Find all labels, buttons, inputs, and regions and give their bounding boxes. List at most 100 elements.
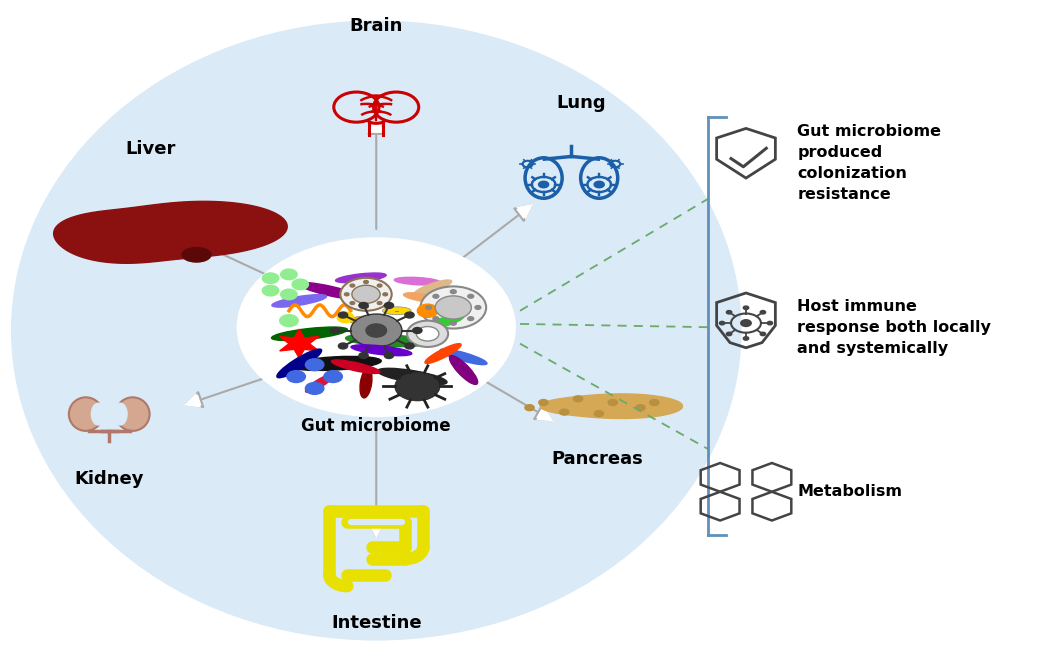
Circle shape bbox=[761, 311, 766, 314]
Circle shape bbox=[420, 286, 487, 329]
Circle shape bbox=[263, 286, 279, 296]
Ellipse shape bbox=[382, 307, 412, 315]
Circle shape bbox=[767, 321, 772, 325]
Circle shape bbox=[330, 328, 340, 333]
Circle shape bbox=[305, 383, 324, 395]
Circle shape bbox=[279, 315, 298, 327]
Ellipse shape bbox=[272, 295, 326, 307]
Circle shape bbox=[468, 317, 474, 321]
Circle shape bbox=[407, 321, 448, 347]
Circle shape bbox=[609, 399, 617, 405]
Text: Liver: Liver bbox=[125, 141, 175, 159]
Ellipse shape bbox=[92, 403, 105, 425]
Circle shape bbox=[377, 284, 382, 287]
Circle shape bbox=[417, 327, 439, 341]
Circle shape bbox=[539, 181, 549, 188]
Circle shape bbox=[594, 181, 604, 188]
Ellipse shape bbox=[394, 278, 441, 285]
Polygon shape bbox=[53, 202, 288, 263]
Ellipse shape bbox=[272, 327, 347, 340]
Text: Intestine: Intestine bbox=[331, 615, 422, 633]
Circle shape bbox=[650, 399, 659, 405]
Circle shape bbox=[350, 301, 354, 305]
Circle shape bbox=[743, 336, 749, 340]
Text: Brain: Brain bbox=[349, 17, 403, 36]
Circle shape bbox=[263, 273, 279, 284]
Text: Metabolism: Metabolism bbox=[797, 485, 902, 499]
Circle shape bbox=[384, 303, 394, 309]
Circle shape bbox=[418, 304, 438, 317]
Ellipse shape bbox=[349, 316, 382, 325]
Ellipse shape bbox=[377, 368, 447, 385]
Circle shape bbox=[560, 409, 569, 415]
Circle shape bbox=[350, 284, 354, 287]
Circle shape bbox=[364, 280, 368, 284]
Circle shape bbox=[339, 312, 348, 318]
Circle shape bbox=[287, 371, 305, 383]
Circle shape bbox=[345, 293, 349, 295]
Circle shape bbox=[350, 314, 402, 347]
Circle shape bbox=[413, 328, 422, 333]
Circle shape bbox=[280, 269, 297, 280]
Text: Kidney: Kidney bbox=[74, 469, 144, 488]
Circle shape bbox=[405, 343, 414, 349]
Circle shape bbox=[450, 290, 456, 293]
Circle shape bbox=[358, 352, 368, 358]
Ellipse shape bbox=[11, 21, 741, 640]
Polygon shape bbox=[279, 329, 319, 358]
Text: Pancreas: Pancreas bbox=[551, 450, 643, 468]
Circle shape bbox=[405, 312, 414, 318]
Circle shape bbox=[741, 320, 751, 327]
Circle shape bbox=[384, 352, 394, 358]
Text: Lung: Lung bbox=[556, 95, 606, 112]
Circle shape bbox=[338, 312, 353, 323]
Circle shape bbox=[280, 289, 297, 299]
Circle shape bbox=[594, 410, 603, 416]
Circle shape bbox=[341, 278, 392, 311]
Ellipse shape bbox=[69, 397, 103, 431]
Circle shape bbox=[305, 359, 324, 371]
Ellipse shape bbox=[277, 349, 322, 377]
Circle shape bbox=[432, 294, 439, 298]
Circle shape bbox=[364, 305, 368, 308]
Circle shape bbox=[743, 306, 749, 309]
Circle shape bbox=[726, 332, 731, 336]
Circle shape bbox=[426, 305, 431, 309]
Ellipse shape bbox=[336, 273, 387, 283]
Ellipse shape bbox=[351, 345, 412, 356]
Circle shape bbox=[383, 293, 388, 295]
Circle shape bbox=[636, 405, 645, 410]
Circle shape bbox=[468, 294, 474, 298]
Circle shape bbox=[292, 279, 308, 290]
Ellipse shape bbox=[361, 368, 372, 398]
Circle shape bbox=[726, 311, 731, 314]
Circle shape bbox=[525, 405, 535, 410]
Ellipse shape bbox=[182, 248, 210, 262]
Text: Host immune
response both locally
and systemically: Host immune response both locally and sy… bbox=[797, 299, 991, 356]
Circle shape bbox=[377, 301, 382, 305]
Ellipse shape bbox=[114, 403, 127, 425]
Circle shape bbox=[573, 396, 582, 402]
Circle shape bbox=[339, 343, 348, 349]
Circle shape bbox=[475, 305, 481, 309]
Circle shape bbox=[395, 372, 440, 401]
Circle shape bbox=[366, 324, 387, 337]
Ellipse shape bbox=[305, 374, 334, 392]
Ellipse shape bbox=[331, 360, 380, 373]
Text: Gut microbiome
produced
colonization
resistance: Gut microbiome produced colonization res… bbox=[797, 124, 941, 202]
Circle shape bbox=[352, 286, 380, 303]
Circle shape bbox=[324, 371, 343, 383]
Ellipse shape bbox=[449, 356, 477, 385]
Circle shape bbox=[436, 296, 471, 319]
Ellipse shape bbox=[116, 397, 150, 431]
Circle shape bbox=[358, 303, 368, 309]
Circle shape bbox=[761, 332, 766, 336]
Circle shape bbox=[238, 239, 515, 416]
Ellipse shape bbox=[414, 280, 451, 295]
Ellipse shape bbox=[425, 344, 462, 364]
Ellipse shape bbox=[403, 293, 442, 302]
Polygon shape bbox=[540, 394, 683, 418]
Circle shape bbox=[450, 321, 456, 325]
Ellipse shape bbox=[413, 315, 464, 332]
Circle shape bbox=[719, 321, 725, 325]
